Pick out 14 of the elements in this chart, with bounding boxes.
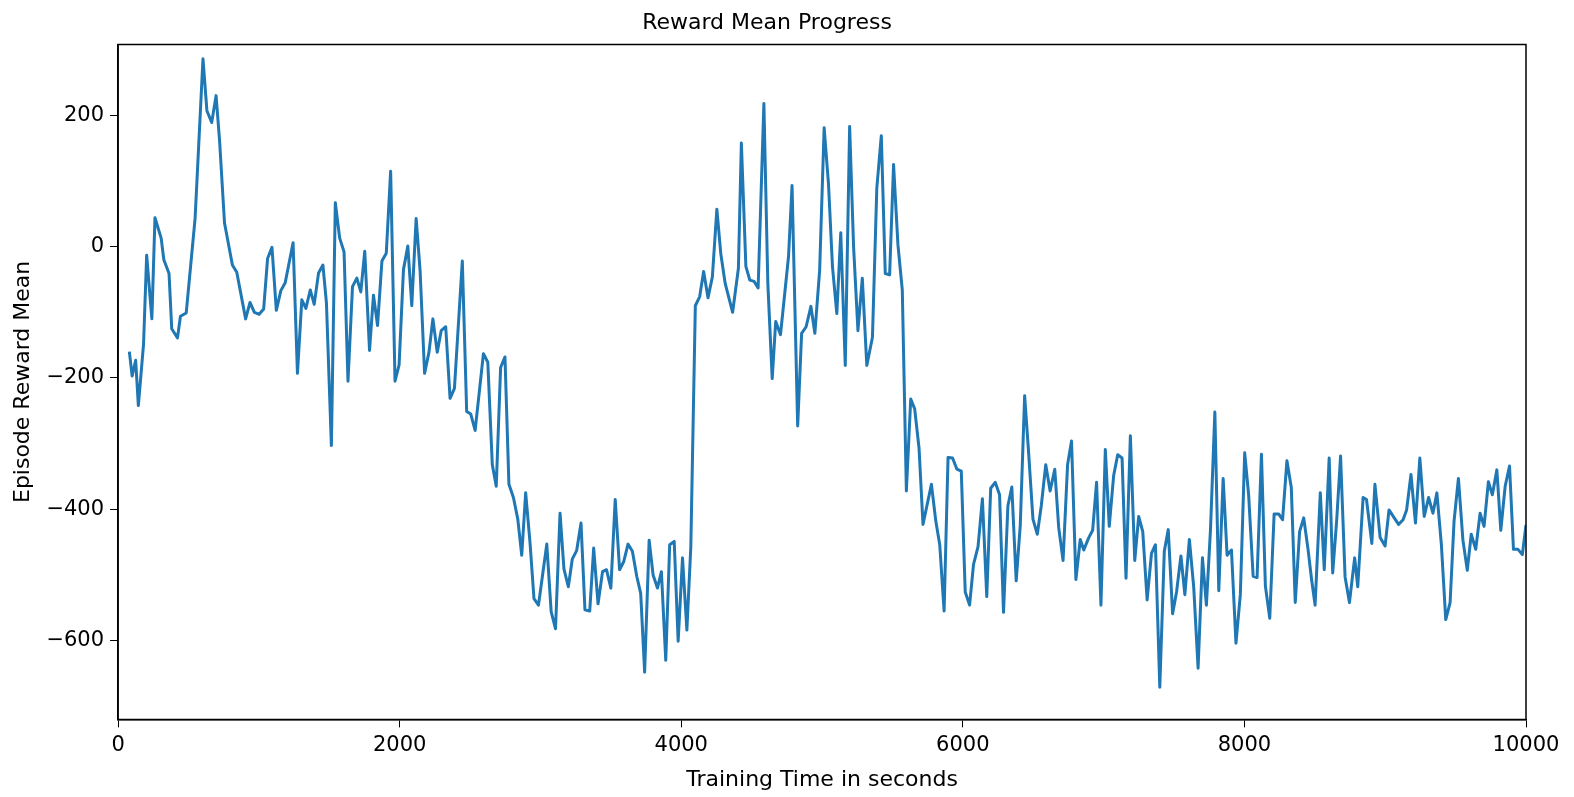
y-tick-label: 0 <box>90 233 105 258</box>
x-tick-label: 6000 <box>936 732 990 757</box>
y-tick-label: −400 <box>46 495 105 520</box>
y-tick-label: 200 <box>63 101 105 126</box>
x-axis-title: Training Time in seconds <box>685 765 958 791</box>
y-tick-label: −600 <box>46 627 105 652</box>
x-tick-label: 10000 <box>1492 732 1560 757</box>
x-tick-label: 4000 <box>654 732 708 757</box>
chart-title: Reward Mean Progress <box>642 8 892 34</box>
x-tick-label: 2000 <box>372 732 427 757</box>
y-tick-label: −200 <box>46 364 105 389</box>
y-axis-title: Episode Reward Mean <box>8 260 34 504</box>
x-tick-label: 8000 <box>1217 732 1272 757</box>
x-tick-label: 0 <box>111 732 125 757</box>
